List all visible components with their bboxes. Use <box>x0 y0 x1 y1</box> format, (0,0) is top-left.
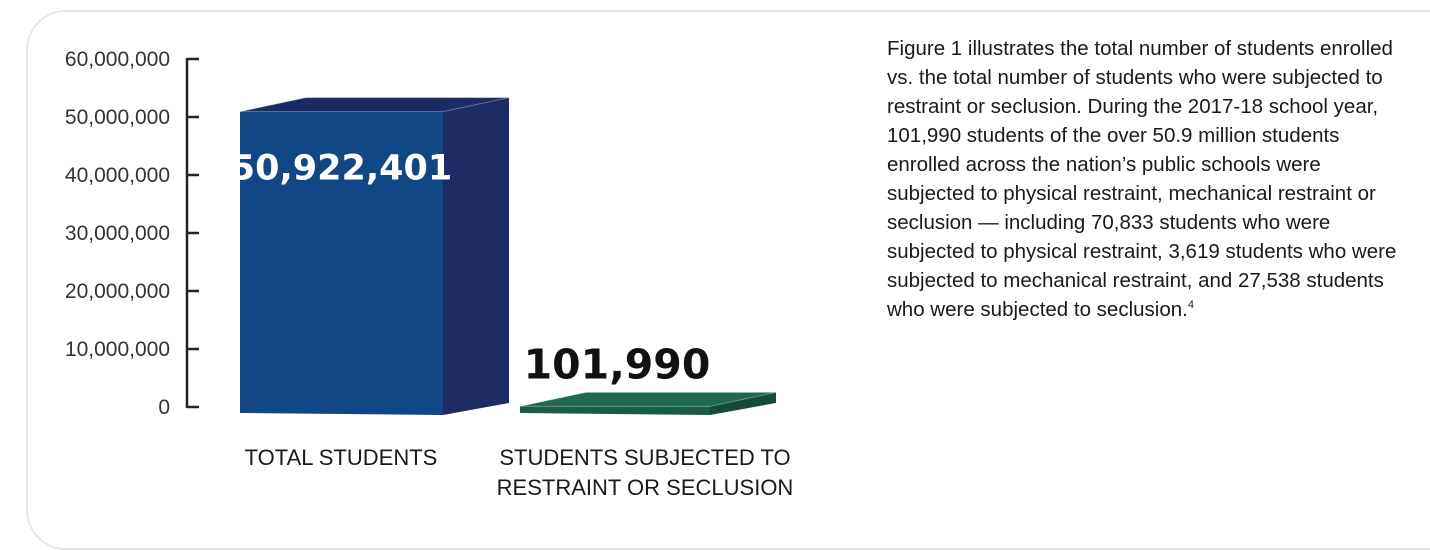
y-tick-label: 20,000,000 <box>65 280 170 303</box>
figure-caption: Figure 1 illustrates the total number of… <box>887 34 1407 324</box>
bar-front <box>520 406 710 415</box>
y-tick-label: 40,000,000 <box>65 164 170 187</box>
y-tick-label: 60,000,000 <box>65 48 170 71</box>
bar-chart: 0 10,000,000 20,000,000 30,000,000 40,000,00… <box>0 0 870 506</box>
category-label: TOTAL STUDENTS <box>245 445 438 470</box>
caption-text: Figure 1 illustrates the total number of… <box>887 37 1396 321</box>
y-tick-label: 0 <box>158 396 170 419</box>
bar-value-label: 50,922,401 <box>231 149 452 189</box>
y-tick-label: 50,000,000 <box>65 106 170 129</box>
y-axis: 0 10,000,000 20,000,000 30,000,000 40,000,00… <box>65 48 199 419</box>
bar-side <box>443 98 509 415</box>
y-tick-label: 30,000,000 <box>65 222 170 245</box>
category-label: STUDENTS SUBJECTED TO <box>499 445 790 470</box>
bar-value-label: 101,990 <box>524 340 711 388</box>
y-tick-label: 10,000,000 <box>65 338 170 361</box>
category-label: RESTRAINT OR SECLUSION <box>497 475 794 500</box>
footnote-marker: 4 <box>1188 299 1194 311</box>
